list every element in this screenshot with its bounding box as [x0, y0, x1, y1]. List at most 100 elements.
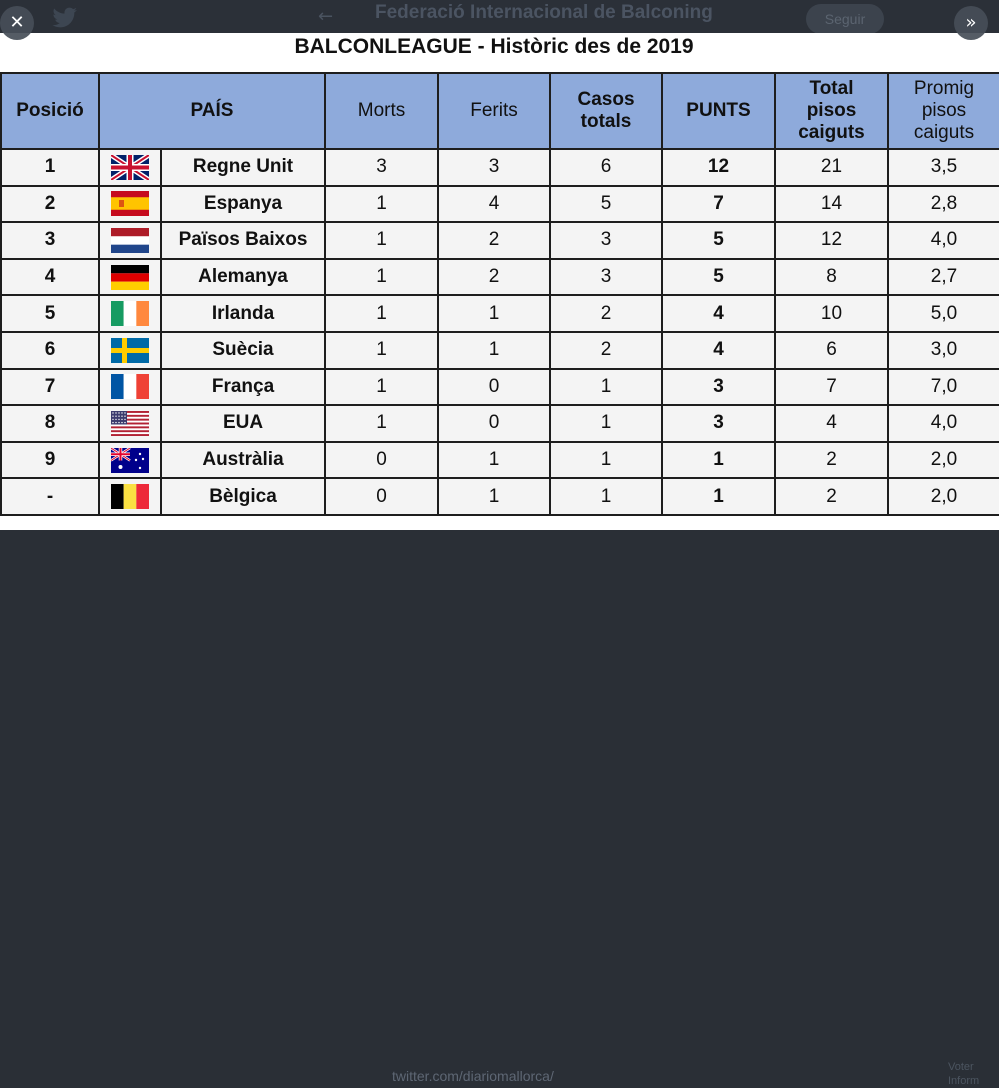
morts-cell: 1: [324, 184, 439, 224]
total-pisos-cell: 14: [774, 184, 889, 224]
header-promig-label: Promig pisos caiguts: [913, 78, 975, 143]
promig-cell: 2,7: [887, 257, 999, 297]
total-pisos-cell: 12: [774, 221, 889, 260]
close-icon[interactable]: ✕: [0, 6, 34, 40]
total-pisos-cell: 6: [774, 330, 889, 370]
morts-cell: 1: [324, 221, 439, 260]
uk-flag-icon: [111, 154, 149, 180]
table-row: 8 EUA 1 0 1 3 4 4,0: [0, 404, 999, 443]
tweet-header-bar: ← Federació Internacional de Balconing S…: [0, 0, 999, 34]
pos: 9: [0, 440, 100, 480]
country-cell: Països Baixos: [160, 221, 326, 260]
header-punts: PUNTS: [661, 72, 776, 150]
punts-cell: 4: [661, 330, 776, 370]
punts-cell: 12: [661, 148, 776, 187]
punts-cell: 3: [661, 404, 776, 443]
casos-cell: 2: [549, 294, 663, 333]
promig-cell: 3,0: [887, 330, 999, 370]
total-pisos-cell: 2: [774, 477, 889, 516]
country-cell: Irlanda: [160, 294, 326, 333]
punts-cell: 1: [661, 440, 776, 480]
morts-cell: 1: [324, 404, 439, 443]
australia-flag-icon: [111, 447, 149, 473]
casos-cell: 1: [549, 440, 663, 480]
pos: 6: [0, 330, 100, 370]
flag-cell: [98, 440, 162, 480]
header-promig: Promig pisos caiguts: [887, 72, 999, 150]
header-casos: Casos totals: [549, 72, 663, 150]
pos: 3: [0, 221, 100, 260]
expand-icon[interactable]: »: [954, 6, 988, 40]
france-flag-icon: [111, 374, 149, 400]
ireland-flag-icon: [111, 301, 149, 327]
tweet-footer-bar: twitter.com/diariomallorca/ Voter Inform: [0, 530, 999, 1087]
casos-cell: 1: [549, 367, 663, 407]
pos: 2: [0, 184, 100, 224]
pos: 7: [0, 367, 100, 407]
ferits-cell: 1: [437, 294, 551, 333]
germany-flag-icon: [111, 264, 149, 290]
casos-cell: 5: [549, 184, 663, 224]
tweet-link[interactable]: twitter.com/diariomallorca/: [392, 1068, 554, 1084]
sweden-flag-icon: [111, 337, 149, 363]
morts-cell: 3: [324, 148, 439, 187]
header-pos: Posició: [0, 72, 100, 150]
ferits-cell: 0: [437, 367, 551, 407]
header-ferits: Ferits: [437, 72, 551, 150]
media-image: BALCONLEAGUE - Històric des de 2019 Posi…: [0, 33, 999, 530]
casos-cell: 3: [549, 257, 663, 297]
morts-cell: 0: [324, 477, 439, 516]
casos-cell: 1: [549, 477, 663, 516]
promig-cell: 3,5: [887, 148, 999, 187]
header-casos-label: Casos totals: [577, 89, 635, 132]
ferits-cell: 3: [437, 148, 551, 187]
header-total-pisos: Total pisos caiguts: [774, 72, 889, 150]
country-cell: Bèlgica: [160, 477, 326, 516]
casos-cell: 6: [549, 148, 663, 187]
ferits-cell: 1: [437, 330, 551, 370]
table-row: - Bèlgica 0 1 1 1 2 2,0: [0, 477, 999, 516]
country-cell: França: [160, 367, 326, 407]
promig-cell: 5,0: [887, 294, 999, 333]
flag-cell: [98, 221, 162, 260]
header-row: Posició PAÍS Morts Ferits Casos totals P…: [0, 72, 999, 150]
table-row: 4 Alemanya 1 2 3 5 8 2,7: [0, 257, 999, 297]
netherlands-flag-icon: [111, 227, 149, 253]
morts-cell: 0: [324, 440, 439, 480]
country-cell: EUA: [160, 404, 326, 443]
ferits-cell: 4: [437, 184, 551, 224]
punts-cell: 1: [661, 477, 776, 516]
country-cell: Alemanya: [160, 257, 326, 297]
pos: 4: [0, 257, 100, 297]
table-row: 5 Irlanda 1 1 2 4 10 5,0: [0, 294, 999, 333]
spain-flag-icon: [111, 191, 149, 217]
country-cell: Suècia: [160, 330, 326, 370]
promig-cell: 2,0: [887, 440, 999, 480]
total-pisos-cell: 2: [774, 440, 889, 480]
belgium-flag-icon: [111, 484, 149, 510]
flag-cell: [98, 330, 162, 370]
promig-cell: 4,0: [887, 221, 999, 260]
flag-cell: [98, 294, 162, 333]
header-country: PAÍS: [98, 72, 326, 150]
flag-cell: [98, 148, 162, 187]
table-body: 1 Regne Unit 3 3 6 12 21 3,5 2 Espanya 1 4 5 7 14 2,8 3 P…: [0, 148, 999, 516]
follow-button[interactable]: Seguir: [806, 4, 884, 34]
ferits-cell: 1: [437, 477, 551, 516]
promig-cell: 2,0: [887, 477, 999, 516]
punts-cell: 5: [661, 221, 776, 260]
country-cell: Regne Unit: [160, 148, 326, 187]
back-arrow-icon[interactable]: ←: [318, 6, 334, 27]
header-total-pisos-label: Total pisos caiguts: [798, 78, 865, 143]
header-morts: Morts: [324, 72, 439, 150]
flag-cell: [98, 477, 162, 516]
twitter-bird-icon: [52, 7, 77, 28]
ferits-cell: 0: [437, 404, 551, 443]
promig-cell: 4,0: [887, 404, 999, 443]
usa-flag-icon: [111, 410, 149, 436]
punts-cell: 3: [661, 367, 776, 407]
total-pisos-cell: 7: [774, 367, 889, 407]
total-pisos-cell: 4: [774, 404, 889, 443]
morts-cell: 1: [324, 330, 439, 370]
punts-cell: 7: [661, 184, 776, 224]
